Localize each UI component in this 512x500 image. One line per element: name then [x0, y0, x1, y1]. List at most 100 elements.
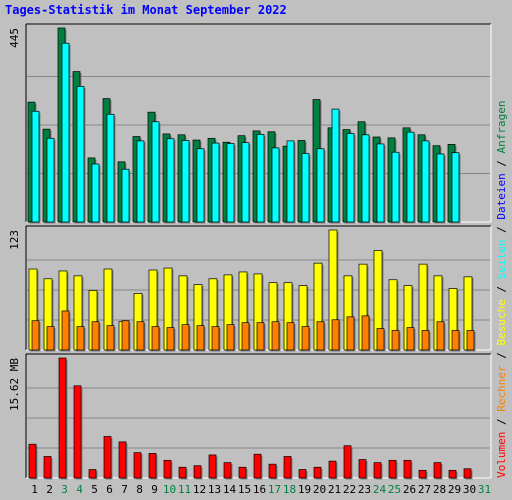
- bar-dateien-day-14: [226, 143, 235, 223]
- bar-dateien-day-17: [271, 147, 280, 223]
- xtick-label-day-4: 4: [76, 483, 83, 496]
- bar-volumen-day-30: [463, 468, 472, 479]
- bar-dateien-day-16: [256, 134, 265, 223]
- bar-dateien-day-25: [391, 151, 400, 223]
- xtick-label-day-11: 11: [178, 483, 191, 496]
- xtick-label-day-7: 7: [121, 483, 128, 496]
- bar-rechner-day-4: [76, 326, 85, 351]
- bar-rechner-day-6: [106, 325, 115, 351]
- bar-volumen-day-29: [448, 469, 457, 479]
- bar-dateien-day-2: [46, 137, 55, 223]
- bar-rechner-day-23: [361, 315, 370, 351]
- legend-separator: /: [495, 279, 508, 299]
- bar-volumen-day-7: [118, 441, 127, 479]
- bar-volumen-day-17: [268, 463, 277, 479]
- bar-rechner-day-21: [331, 319, 340, 351]
- bar-rechner-day-10: [166, 327, 175, 351]
- bar-dateien-day-13: [211, 142, 220, 223]
- bar-rechner-day-8: [136, 321, 145, 351]
- bar-volumen-day-4: [73, 385, 82, 479]
- bar-rechner-day-2: [46, 326, 55, 351]
- ytick-label-visits: 123: [8, 230, 21, 250]
- xtick-label-day-18: 18: [283, 483, 296, 496]
- bar-volumen-day-2: [43, 456, 52, 479]
- bar-dateien-day-5: [91, 163, 100, 223]
- xtick-label-day-9: 9: [151, 483, 158, 496]
- bar-volumen-day-13: [208, 454, 217, 479]
- bar-rechner-day-22: [346, 316, 355, 351]
- xtick-label-day-3: 3: [61, 483, 68, 496]
- bar-volumen-day-20: [313, 466, 322, 479]
- xtick-label-day-5: 5: [91, 483, 98, 496]
- bar-rechner-day-9: [151, 326, 160, 351]
- xtick-label-day-20: 20: [313, 483, 326, 496]
- bar-dateien-day-22: [346, 133, 355, 223]
- bar-volumen-day-6: [103, 436, 112, 479]
- bar-volumen-day-10: [163, 459, 172, 479]
- legend-separator: /: [495, 412, 508, 432]
- ytick-label-volume: 15.62 MB: [8, 358, 21, 411]
- xtick-label-day-21: 21: [328, 483, 341, 496]
- chart-title: Tages-Statistik im Monat September 2022: [5, 3, 287, 17]
- bar-dateien-day-29: [451, 152, 460, 223]
- xtick-label-day-23: 23: [358, 483, 371, 496]
- bar-volumen-day-11: [178, 466, 187, 479]
- xtick-label-day-31: 31: [478, 483, 491, 496]
- bar-volumen-day-19: [298, 469, 307, 479]
- bar-dateien-day-20: [316, 148, 325, 223]
- xtick-label-day-28: 28: [433, 483, 446, 496]
- bar-volumen-day-21: [328, 460, 337, 479]
- bar-rechner-day-12: [196, 325, 205, 351]
- bar-rechner-day-17: [271, 321, 280, 351]
- bar-dateien-day-7: [121, 168, 130, 223]
- bar-volumen-day-18: [283, 456, 292, 479]
- legend-item-rechner: Rechner: [495, 365, 508, 412]
- legend-item-volumen: Volumen: [495, 432, 508, 478]
- legend-separator: /: [495, 220, 508, 240]
- bar-dateien-day-12: [196, 148, 205, 223]
- bar-volumen-day-5: [88, 469, 97, 479]
- xtick-label-day-26: 26: [403, 483, 416, 496]
- bar-dateien-day-28: [436, 153, 445, 223]
- bar-rechner-day-28: [436, 321, 445, 351]
- bar-rechner-day-26: [406, 327, 415, 351]
- xtick-label-day-22: 22: [343, 483, 356, 496]
- legend-separator: /: [495, 346, 508, 366]
- bar-dateien-day-6: [106, 113, 115, 223]
- bar-rechner-day-15: [241, 322, 250, 351]
- bar-volumen-day-12: [193, 465, 202, 479]
- bar-rechner-day-29: [451, 330, 460, 351]
- bar-rechner-day-19: [301, 326, 310, 351]
- xtick-label-day-27: 27: [418, 483, 431, 496]
- xtick-label-day-16: 16: [253, 483, 266, 496]
- legend: Volumen / Rechner / Besuche / Seiten / D…: [495, 100, 508, 478]
- bar-dateien-day-11: [181, 140, 190, 223]
- bar-dateien-day-1: [31, 110, 40, 223]
- bar-dateien-day-4: [76, 86, 85, 223]
- bar-volumen-day-16: [253, 453, 262, 479]
- xtick-label-day-19: 19: [298, 483, 311, 496]
- bar-volumen-day-26: [403, 459, 412, 479]
- xtick-label-day-24: 24: [373, 483, 387, 496]
- bar-dateien-day-26: [406, 131, 415, 223]
- bar-rechner-day-11: [181, 324, 190, 351]
- bar-volumen-day-27: [418, 469, 427, 479]
- bar-volumen-day-1: [28, 443, 37, 479]
- ytick-label-hits: 445: [8, 28, 21, 48]
- bar-rechner-day-7: [121, 320, 130, 351]
- bar-rechner-day-25: [391, 330, 400, 351]
- bar-dateien-day-21: [331, 108, 340, 223]
- legend-item-besuche: Besuche: [495, 299, 508, 345]
- bar-dateien-day-18: [286, 140, 295, 223]
- bar-rechner-day-18: [286, 322, 295, 351]
- bar-rechner-day-24: [376, 328, 385, 351]
- bar-dateien-day-10: [166, 138, 175, 223]
- xtick-label-day-14: 14: [223, 483, 237, 496]
- bar-dateien-day-19: [301, 153, 310, 223]
- xtick-label-day-17: 17: [268, 483, 281, 496]
- bar-volumen-day-28: [433, 462, 442, 479]
- bar-volumen-day-3: [58, 357, 67, 479]
- legend-item-seiten: Seiten: [495, 240, 508, 280]
